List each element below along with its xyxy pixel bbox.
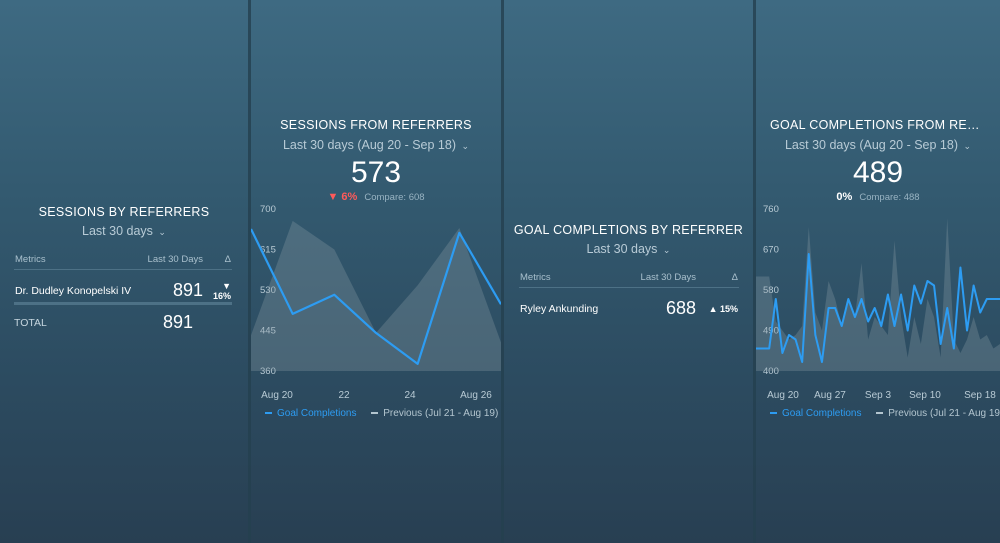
chevron-down-icon: ⌄ xyxy=(461,141,470,151)
table-row[interactable]: Ryley Ankunding 688 ▲ 15% xyxy=(519,288,739,330)
panel-title: GOAL COMPLETIONS BY REFERRER xyxy=(513,223,744,237)
chevron-down-icon: ⌄ xyxy=(963,141,972,151)
x-tick-label: Aug 20 xyxy=(767,390,799,401)
x-tick-label: 24 xyxy=(404,390,416,401)
row-value: 891 xyxy=(172,280,203,300)
row-name: Ryley Ankunding xyxy=(520,302,599,315)
total-label: TOTAL xyxy=(14,317,47,329)
chart-legend: Goal Completions Previous (Jul 21 - Aug … xyxy=(770,408,1000,419)
date-range-label: Last 30 days xyxy=(82,224,153,238)
legend-previous[interactable]: Previous (Jul 21 - Aug 19) xyxy=(876,408,1000,419)
table-header: Metrics Last 30 Days Δ xyxy=(519,271,739,288)
y-tick-label: 670 xyxy=(763,245,779,256)
panel-goal-completions-by-referrer: GOAL COMPLETIONS BY REFERRER Last 30 day… xyxy=(504,0,753,543)
legend-previous[interactable]: Previous (Jul 21 - Aug 19) xyxy=(371,408,498,419)
current-series-line xyxy=(756,253,1000,363)
x-tick-label: Aug 27 xyxy=(814,390,846,401)
y-tick-label: 445 xyxy=(260,326,276,337)
date-range-selector[interactable]: Last 30 days (Aug 20 - Sep 18) ⌄ xyxy=(251,138,501,152)
date-range-label: Last 30 days (Aug 20 - Sep 18) xyxy=(784,138,958,152)
panel-sessions-from-referrers: SESSIONS FROM REFERRERS Last 30 days (Au… xyxy=(251,0,501,543)
panel-goal-completions-from-referrers: GOAL COMPLETIONS FROM REFER... Last 30 d… xyxy=(756,0,1000,543)
col-delta: Δ xyxy=(204,253,232,270)
date-range-selector[interactable]: Last 30 days (Aug 20 - Sep 18) ⌄ xyxy=(756,138,1000,152)
y-tick-label: 700 xyxy=(260,204,276,215)
table-row[interactable]: Dr. Dudley Konopelski IV 891 ▼ 16% xyxy=(14,270,232,312)
total-value: 891 xyxy=(163,312,194,332)
date-range-selector[interactable]: Last 30 days ⌄ xyxy=(0,224,248,238)
x-tick-label: 22 xyxy=(338,390,350,401)
col-period: Last 30 Days xyxy=(622,271,697,288)
metrics-table: Metrics Last 30 Days Δ Ryley Ankunding 6… xyxy=(519,271,739,329)
date-range-label: Last 30 days (Aug 20 - Sep 18) xyxy=(282,138,456,152)
panel-divider xyxy=(501,0,504,543)
metric-value: 489 xyxy=(852,156,904,189)
x-tick-label: Sep 10 xyxy=(909,390,941,401)
y-tick-label: 400 xyxy=(763,366,779,377)
col-metrics: Metrics xyxy=(519,271,623,288)
x-tick-label: Aug 20 xyxy=(261,390,293,401)
row-name: Dr. Dudley Konopelski IV xyxy=(15,284,132,297)
previous-series-area xyxy=(756,218,1000,371)
panel-divider xyxy=(753,0,756,543)
total-separator xyxy=(14,302,232,305)
metric-delta: 0% Compare: 488 xyxy=(756,191,1000,203)
legend-current[interactable]: Goal Completions xyxy=(265,408,356,419)
row-change: ▼ 16% xyxy=(212,280,231,301)
panel-sessions-by-referrers: SESSIONS BY REFERRERS Last 30 days ⌄ Met… xyxy=(0,0,248,543)
row-change: ▲ 15% xyxy=(708,303,738,314)
chevron-down-icon: ⌄ xyxy=(158,227,166,237)
panel-divider xyxy=(248,0,251,543)
legend-current[interactable]: Goal Completions xyxy=(770,408,861,419)
metric-value: 573 xyxy=(350,156,402,189)
y-tick-label: 760 xyxy=(763,204,779,215)
panel-title: SESSIONS BY REFERRERS xyxy=(38,205,210,219)
panel-title: SESSIONS FROM REFERRERS xyxy=(280,118,472,132)
compare-value: Compare: 608 xyxy=(364,192,425,203)
col-delta: Δ xyxy=(697,271,739,288)
chevron-down-icon: ⌄ xyxy=(662,245,671,255)
metrics-table: Metrics Last 30 Days Δ Dr. Dudley Konope… xyxy=(14,253,232,311)
previous-series-area xyxy=(251,220,501,371)
current-series-line xyxy=(251,228,501,365)
x-tick-label: Sep 3 xyxy=(865,390,892,401)
y-tick-label: 580 xyxy=(763,285,779,296)
col-period: Last 30 Days xyxy=(141,253,204,270)
date-range-label: Last 30 days xyxy=(586,242,658,256)
y-tick-label: 530 xyxy=(260,285,276,296)
table-header: Metrics Last 30 Days Δ xyxy=(14,253,232,270)
compare-value: Compare: 488 xyxy=(859,192,920,203)
metric-delta: ▼ 6% Compare: 608 xyxy=(251,191,501,203)
change-percent: 0% xyxy=(836,191,853,203)
change-percent: ▼ 6% xyxy=(327,191,358,203)
x-tick-label: Aug 26 xyxy=(460,390,492,401)
col-metrics: Metrics xyxy=(14,253,142,270)
line-chart[interactable]: 700 615 530 445 360 Aug 20 22 24 Aug 26 xyxy=(251,195,501,405)
y-tick-label: 360 xyxy=(260,366,276,377)
y-tick-label: 615 xyxy=(260,245,276,256)
x-tick-label: Sep 18 xyxy=(964,390,996,401)
row-value: 688 xyxy=(665,298,696,318)
chart-legend: Goal Completions Previous (Jul 21 - Aug … xyxy=(265,408,498,419)
panel-title: GOAL COMPLETIONS FROM REFER... xyxy=(770,118,1000,132)
date-range-selector[interactable]: Last 30 days ⌄ xyxy=(504,242,753,256)
